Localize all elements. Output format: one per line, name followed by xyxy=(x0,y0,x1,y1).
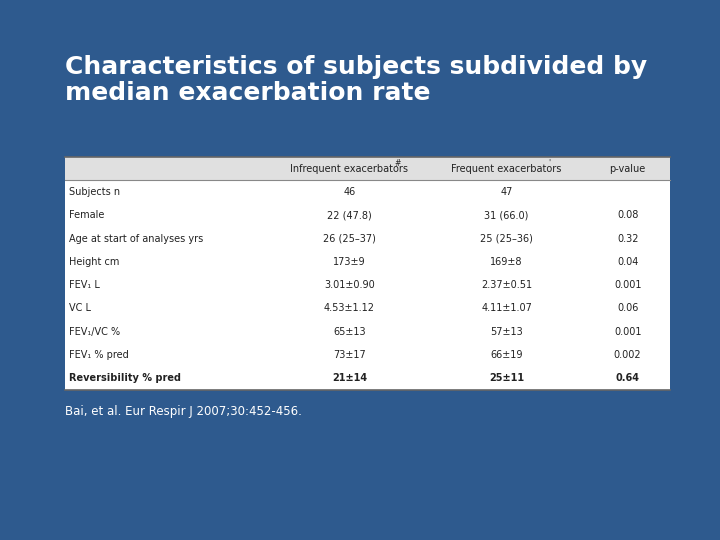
Bar xyxy=(65,157,670,180)
Text: 31 (66.0): 31 (66.0) xyxy=(485,210,528,220)
Text: 0.06: 0.06 xyxy=(617,303,639,313)
Text: Subjects n: Subjects n xyxy=(69,187,120,197)
Text: Infrequent exacerbators: Infrequent exacerbators xyxy=(290,164,408,174)
Text: 169±8: 169±8 xyxy=(490,257,523,267)
Text: 0.001: 0.001 xyxy=(614,280,642,290)
Text: 57±13: 57±13 xyxy=(490,327,523,337)
Text: FEV₁/VC %: FEV₁/VC % xyxy=(69,327,120,337)
Text: 25 (25–36): 25 (25–36) xyxy=(480,233,533,244)
Text: Reversibility % pred: Reversibility % pred xyxy=(69,373,181,383)
Text: Female: Female xyxy=(69,210,104,220)
Text: 21±14: 21±14 xyxy=(332,373,367,383)
Text: FEV₁ L: FEV₁ L xyxy=(69,280,100,290)
Bar xyxy=(65,157,670,390)
Text: ': ' xyxy=(548,159,550,168)
Text: 65±13: 65±13 xyxy=(333,327,366,337)
Text: 0.32: 0.32 xyxy=(617,233,639,244)
Text: 0.001: 0.001 xyxy=(614,327,642,337)
Text: 0.002: 0.002 xyxy=(614,350,642,360)
Text: 66±19: 66±19 xyxy=(490,350,523,360)
Text: Age at start of analyses yrs: Age at start of analyses yrs xyxy=(69,233,203,244)
Text: Bai, et al. Eur Respir J 2007;30:452-456.: Bai, et al. Eur Respir J 2007;30:452-456… xyxy=(65,405,302,418)
Text: 0.08: 0.08 xyxy=(617,210,639,220)
Text: 0.64: 0.64 xyxy=(616,373,639,383)
Text: 73±17: 73±17 xyxy=(333,350,366,360)
Text: p-value: p-value xyxy=(610,164,646,174)
Text: Frequent exacerbators: Frequent exacerbators xyxy=(451,164,562,174)
Text: FEV₁ % pred: FEV₁ % pred xyxy=(69,350,129,360)
Text: 173±9: 173±9 xyxy=(333,257,366,267)
Text: 26 (25–37): 26 (25–37) xyxy=(323,233,376,244)
Text: 4.11±1.07: 4.11±1.07 xyxy=(481,303,532,313)
Text: 2.37±0.51: 2.37±0.51 xyxy=(481,280,532,290)
Text: 22 (47.8): 22 (47.8) xyxy=(327,210,372,220)
Text: 47: 47 xyxy=(500,187,513,197)
Text: Characteristics of subjects subdivided by: Characteristics of subjects subdivided b… xyxy=(65,55,647,79)
Text: VC L: VC L xyxy=(69,303,91,313)
Text: #: # xyxy=(395,159,401,168)
Text: 25±11: 25±11 xyxy=(489,373,524,383)
Text: median exacerbation rate: median exacerbation rate xyxy=(65,81,431,105)
Text: Height cm: Height cm xyxy=(69,257,120,267)
Text: 3.01±0.90: 3.01±0.90 xyxy=(324,280,374,290)
Text: 0.04: 0.04 xyxy=(617,257,639,267)
Text: 46: 46 xyxy=(343,187,356,197)
Text: 4.53±1.12: 4.53±1.12 xyxy=(324,303,375,313)
